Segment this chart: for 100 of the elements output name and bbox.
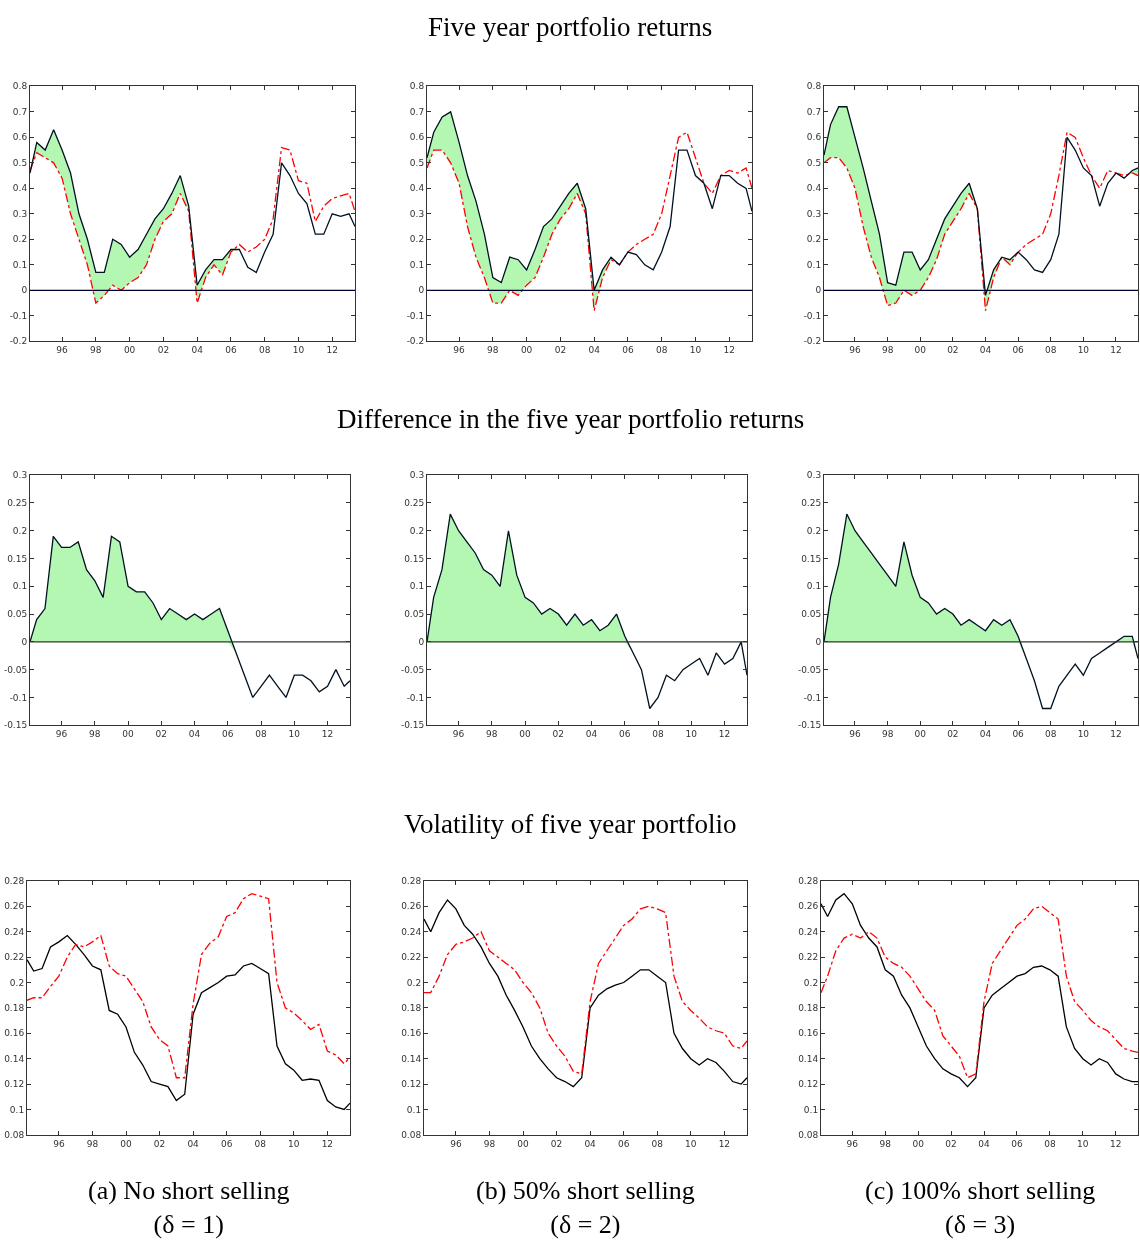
chart-title: Volatility of five year portfolio xyxy=(404,809,737,839)
x-tick-label: 12 xyxy=(718,1138,731,1149)
y-tick-label: -0.05 xyxy=(3,664,28,675)
text: (c) 100% short selling (δ = 3) xyxy=(865,1176,1096,1239)
x-tick-label: 96 xyxy=(849,728,861,739)
x-tick-label: 08 xyxy=(1045,728,1057,739)
x-tick-label: 10 xyxy=(292,345,305,356)
x-tick-label: 96 xyxy=(452,728,465,739)
y-tick-label: 0.2 xyxy=(12,525,28,536)
y-tick-label: 0.2 xyxy=(806,234,822,245)
x-tick-label: 04 xyxy=(191,345,204,356)
y-tick-label: 0.25 xyxy=(801,498,822,509)
y-tick-label: 0.3 xyxy=(12,208,28,219)
y-tick-label: 0.24 xyxy=(4,926,25,937)
x-tick-label: 04 xyxy=(188,728,201,739)
y-tick-label: 0.1 xyxy=(806,581,822,592)
y-tick-label: 0.25 xyxy=(7,498,28,509)
y-tick-label: 0 xyxy=(418,285,425,296)
x-tick-label: 04 xyxy=(585,728,598,739)
x-tick-label: 08 xyxy=(258,345,271,356)
x-tick-label: 12 xyxy=(321,728,334,739)
y-tick-label: -0.1 xyxy=(9,310,28,321)
y-tick-label: 0.05 xyxy=(801,609,822,620)
y-tick-label: 0.26 xyxy=(798,901,819,912)
x-tick-label: 00 xyxy=(914,728,927,739)
x-tick-label: 04 xyxy=(979,345,992,356)
x-tick-label: 12 xyxy=(723,345,735,356)
y-tick-label: 0.14 xyxy=(4,1053,25,1064)
y-tick-label: 0.2 xyxy=(406,977,422,988)
x-tick-label: 98 xyxy=(90,345,102,356)
x-tick-label: 06 xyxy=(225,345,237,356)
y-tick-label: -0.05 xyxy=(400,664,425,675)
y-tick-label: 0 xyxy=(21,637,28,647)
x-tick-label: 08 xyxy=(652,728,665,739)
y-tick-label: 0.1 xyxy=(803,1104,819,1115)
x-tick-label: 00 xyxy=(912,1138,925,1149)
y-tick-label: -0.15 xyxy=(797,720,822,731)
y-tick-label: 0.18 xyxy=(798,1003,819,1014)
y-tick-label: 0 xyxy=(21,285,28,296)
y-tick-label: 0.18 xyxy=(4,1003,25,1014)
y-tick-label: -0.05 xyxy=(797,664,822,675)
y-tick-label: 0.26 xyxy=(401,901,422,912)
x-tick-label: 08 xyxy=(651,1138,664,1149)
y-tick-label: 0.3 xyxy=(806,470,822,481)
x-tick-label: 06 xyxy=(222,728,234,739)
x-tick-label: 10 xyxy=(689,345,702,356)
y-tick-label: 0.7 xyxy=(12,106,28,117)
x-tick-label: 02 xyxy=(945,1138,957,1149)
x-tick-label: 06 xyxy=(1011,1138,1023,1149)
chart-title: Difference in the five year portfolio returns xyxy=(337,404,805,434)
x-tick-label: 96 xyxy=(846,1138,859,1149)
y-tick-label: 0.5 xyxy=(12,157,28,168)
x-tick-label: 04 xyxy=(978,1138,991,1149)
y-tick-label: 0.1 xyxy=(9,1104,25,1115)
y-tick-label: 0.6 xyxy=(806,132,822,143)
y-tick-label: 0.1 xyxy=(806,259,822,270)
y-tick-label: 0.3 xyxy=(806,208,822,219)
x-tick-label: 06 xyxy=(622,345,634,356)
x-tick-label: 08 xyxy=(254,1138,267,1149)
y-tick-label: 0.08 xyxy=(798,1130,819,1141)
y-tick-label: -0.2 xyxy=(803,336,822,347)
x-tick-label: 10 xyxy=(288,1138,300,1149)
x-tick-label: 02 xyxy=(554,345,567,356)
x-tick-label: 96 xyxy=(450,1138,462,1149)
x-tick-label: 06 xyxy=(617,1138,630,1149)
y-tick-label: 0.2 xyxy=(409,525,425,536)
y-tick-label: 0.28 xyxy=(798,876,819,887)
y-tick-label: 0.18 xyxy=(401,1003,422,1014)
x-tick-label: 00 xyxy=(519,728,532,739)
x-tick-label: 00 xyxy=(122,728,135,739)
x-tick-label: 04 xyxy=(979,728,992,739)
y-tick-label: 0.24 xyxy=(401,926,422,937)
y-tick-label: -0.1 xyxy=(9,692,28,703)
y-tick-label: 0.5 xyxy=(409,157,425,168)
x-tick-label: 00 xyxy=(520,345,533,356)
text: (a) No short selling (δ = 1) xyxy=(88,1176,290,1239)
y-tick-label: 0.15 xyxy=(801,553,822,564)
y-tick-label: 0.6 xyxy=(12,132,28,143)
text: (b) 50% short selling (δ = 2) xyxy=(476,1176,695,1239)
y-tick-label: 0.05 xyxy=(404,609,425,620)
y-tick-label: 0.3 xyxy=(409,208,425,219)
x-tick-label: 08 xyxy=(1044,1138,1056,1149)
x-tick-label: 02 xyxy=(947,728,959,739)
y-tick-label: 0.8 xyxy=(409,81,425,92)
x-tick-label: 12 xyxy=(326,345,338,356)
y-tick-label: 0.25 xyxy=(404,498,425,509)
y-tick-label: 0.1 xyxy=(406,1104,422,1115)
y-tick-label: 0.08 xyxy=(401,1130,422,1141)
x-tick-label: 02 xyxy=(153,1138,166,1149)
x-tick-label: 10 xyxy=(1077,345,1090,356)
x-tick-label: 06 xyxy=(220,1138,233,1149)
x-tick-label: 02 xyxy=(947,345,959,356)
x-tick-label: 12 xyxy=(1110,345,1122,356)
y-tick-label: 0.08 xyxy=(4,1130,25,1141)
y-tick-label: 0.15 xyxy=(404,553,425,564)
x-tick-label: 02 xyxy=(157,345,170,356)
x-tick-label: 06 xyxy=(619,728,631,739)
y-tick-label: 0.2 xyxy=(12,234,28,245)
y-tick-label: 0.14 xyxy=(401,1053,422,1064)
x-tick-label: 98 xyxy=(487,345,499,356)
